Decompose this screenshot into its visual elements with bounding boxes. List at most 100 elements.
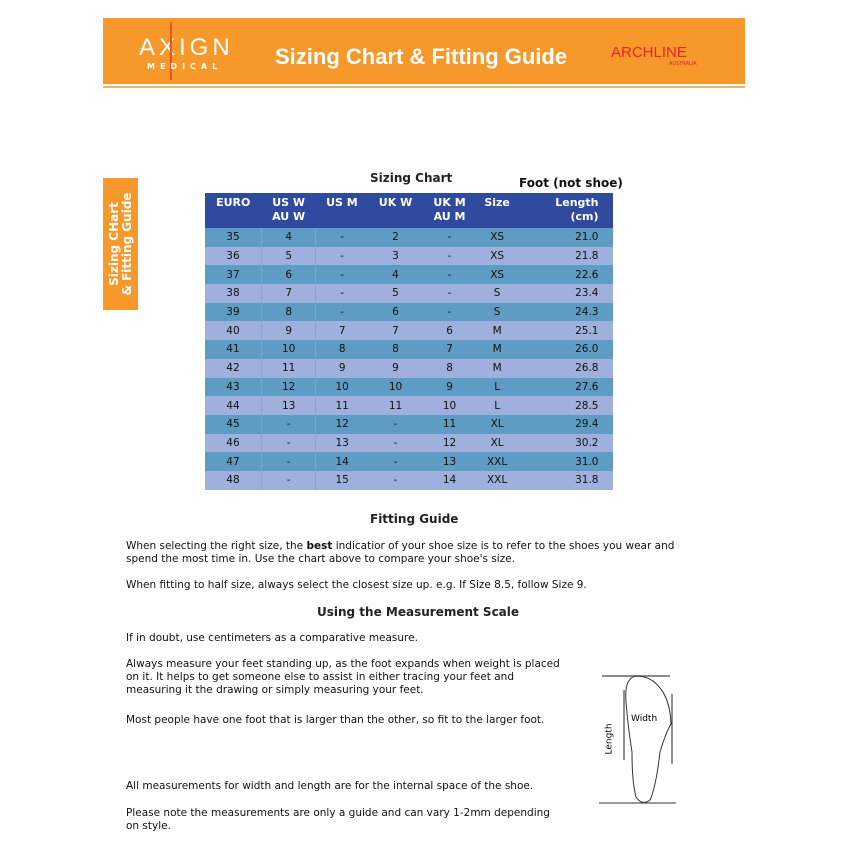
table-cell: 26.8 xyxy=(518,358,613,378)
fitting-paragraph-2: When fitting to half size, always select… xyxy=(126,579,587,591)
table-cell: 29.4 xyxy=(518,414,613,434)
archline-logo: ARCHLINE xyxy=(611,44,687,61)
axign-logo-sub: MEDICAL xyxy=(147,62,223,71)
fitting-paragraph-1: When selecting the right size, the best … xyxy=(126,540,706,566)
table-cell: 9 xyxy=(315,358,368,378)
table-row: 39 8-6- S 24.3 xyxy=(205,302,613,322)
table-cell: 11 xyxy=(261,358,317,378)
bold-text: best xyxy=(306,540,333,552)
table-cell: 26.0 xyxy=(518,340,613,359)
header-line: AU W xyxy=(272,210,306,223)
column-header: EURO xyxy=(205,193,262,228)
foot-diagram: Width Length xyxy=(596,672,686,812)
table-row: 37 6-4- XS 22.6 xyxy=(205,265,613,285)
table-row: 44 13 11 11 10 L 28.5 xyxy=(205,396,613,415)
table-cell: 21.0 xyxy=(518,228,613,247)
table-cell: XL xyxy=(476,433,519,453)
column-header: Size xyxy=(476,193,519,228)
table-cell: 44 xyxy=(205,396,262,415)
table-cell: 6 xyxy=(423,321,477,341)
table-row: 36 5-3- XS 21.8 xyxy=(205,246,613,266)
header-line: AU M xyxy=(433,210,466,223)
table-cell: 10 xyxy=(423,396,477,415)
table-cell: M xyxy=(476,358,519,378)
column-header: UK W xyxy=(367,193,424,228)
table-cell: 27.6 xyxy=(518,377,613,397)
table-cell: 8 xyxy=(315,340,368,359)
column-header: UK M AU M xyxy=(423,193,477,228)
table-cell: M xyxy=(476,321,519,341)
axign-logo: AXIGN xyxy=(139,34,234,61)
table-row: 43 12 10 10 9 L 27.6 xyxy=(205,377,613,397)
table-cell: 31.0 xyxy=(518,452,613,471)
table-row: 42 11 9 9 8 M 26.8 xyxy=(205,358,613,378)
table-cell: - xyxy=(261,414,317,434)
header-line: Length xyxy=(555,196,599,209)
table-cell: 35 xyxy=(205,228,262,247)
table-cell: 45 xyxy=(205,414,262,434)
measure-paragraph-4: All measurements for width and length ar… xyxy=(126,780,534,792)
table-cell: 43 xyxy=(205,377,262,397)
table-cell: - xyxy=(315,302,368,322)
table-cell: 3 xyxy=(367,246,424,266)
table-cell: 22.6 xyxy=(518,265,613,285)
table-cell: - xyxy=(423,265,477,285)
table-row: 40 9 7 7 6 M 25.1 xyxy=(205,321,613,341)
table-cell: - xyxy=(367,470,424,490)
table-cell: 41 xyxy=(205,340,262,359)
table-cell: 6 xyxy=(261,265,317,285)
table-cell: L xyxy=(476,396,519,415)
table-cell: 36 xyxy=(205,246,262,266)
side-tab-line2: & Fitting Guide xyxy=(119,192,134,296)
table-cell: 8 xyxy=(423,358,477,378)
table-cell: 9 xyxy=(261,321,317,341)
table-cell: - xyxy=(261,433,317,453)
table-cell: S xyxy=(476,284,519,303)
table-cell: 37 xyxy=(205,265,262,285)
table-row: 41 10 8 8 7 M 26.0 xyxy=(205,340,613,359)
table-cell: 13 xyxy=(423,452,477,471)
table-cell: 38 xyxy=(205,284,262,303)
table-row: 46-13-12 XL 30.2 xyxy=(205,433,613,453)
table-cell: 39 xyxy=(205,302,262,322)
header-line: US W xyxy=(272,196,306,209)
header-line: Size xyxy=(484,196,510,209)
table-cell: - xyxy=(315,265,368,285)
foot-note: Foot (not shoe) xyxy=(519,176,623,190)
table-cell: 28.5 xyxy=(518,396,613,415)
table-cell: 5 xyxy=(261,246,317,266)
table-cell: 7 xyxy=(423,340,477,359)
table-cell: S xyxy=(476,302,519,322)
table-cell: - xyxy=(315,246,368,266)
table-cell: 10 xyxy=(261,340,317,359)
fitting-guide-title: Fitting Guide xyxy=(370,512,459,526)
table-cell: 48 xyxy=(205,470,262,490)
measure-paragraph-5: Please note the measurements are only a … xyxy=(126,807,550,832)
table-cell: - xyxy=(367,452,424,471)
table-cell: XL xyxy=(476,414,519,434)
table-cell: XS xyxy=(476,265,519,285)
archline-logo-sub: AUSTRALIA xyxy=(669,61,697,67)
table-cell: 13 xyxy=(261,396,317,415)
table-cell: M xyxy=(476,340,519,359)
column-header: US M xyxy=(315,193,368,228)
table-cell: 24.3 xyxy=(518,302,613,322)
table-cell: 23.4 xyxy=(518,284,613,303)
table-cell: - xyxy=(367,433,424,453)
table-cell: 4 xyxy=(367,265,424,285)
table-cell: XS xyxy=(476,246,519,266)
table-cell: - xyxy=(315,228,368,247)
measure-paragraph-3: Most people have one foot that is larger… xyxy=(126,714,545,726)
table-cell: 46 xyxy=(205,433,262,453)
header-line: US M xyxy=(326,196,358,209)
measure-paragraph-1: If in doubt, use centimeters as a compar… xyxy=(126,632,418,644)
table-cell: - xyxy=(261,452,317,471)
table-cell: 2 xyxy=(367,228,424,247)
table-cell: 25.1 xyxy=(518,321,613,341)
length-label: Length xyxy=(604,723,615,755)
table-row: 35 4-2- XS 21.0 xyxy=(205,228,613,247)
table-row: 47-14-13 XXL 31.0 xyxy=(205,452,613,471)
table-cell: 8 xyxy=(367,340,424,359)
table-cell: 10 xyxy=(367,377,424,397)
table-row: 48-15-14 XXL 31.8 xyxy=(205,470,613,490)
